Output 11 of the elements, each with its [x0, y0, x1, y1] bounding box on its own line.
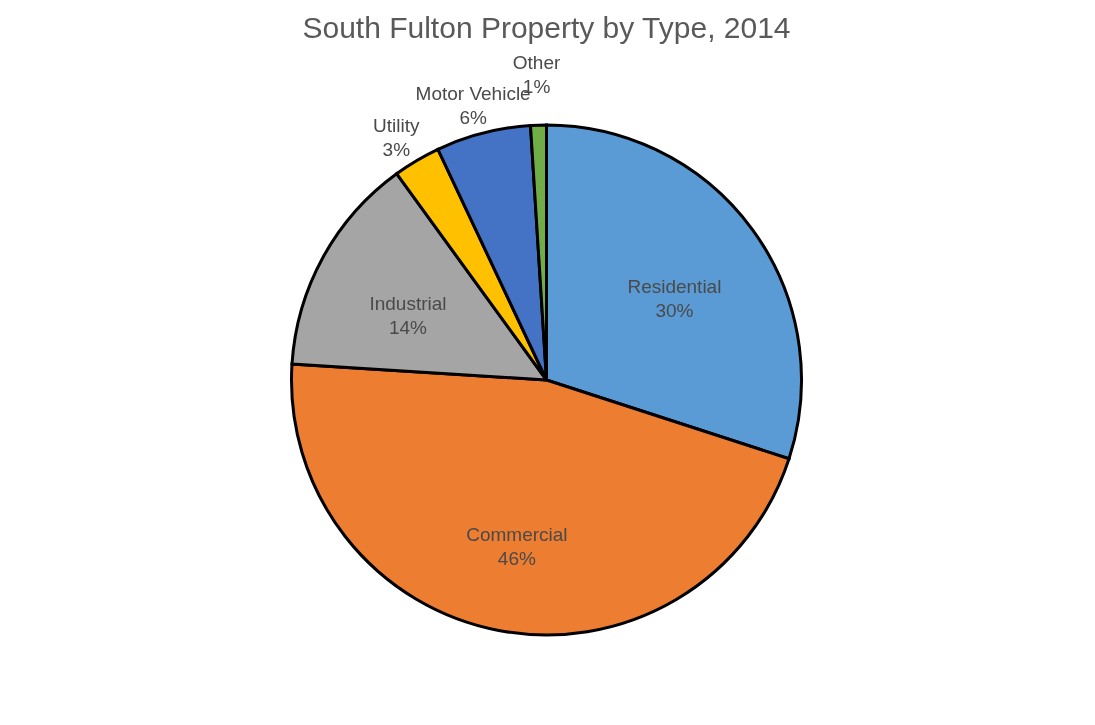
- slice-label: Utility: [373, 115, 421, 137]
- slice-label: Industrial: [369, 292, 447, 314]
- data-label: 46%: [497, 548, 536, 570]
- data-label: 14%: [388, 316, 428, 338]
- slice-label: Other: [512, 52, 561, 74]
- slice-label: Commercial: [466, 524, 568, 546]
- data-label: 3%: [382, 139, 411, 161]
- data-label: 30%: [655, 300, 694, 322]
- chart-title: South Fulton Property by Type, 2014: [302, 11, 791, 44]
- data-label: 6%: [459, 107, 487, 129]
- slice-label: Residential: [627, 276, 722, 298]
